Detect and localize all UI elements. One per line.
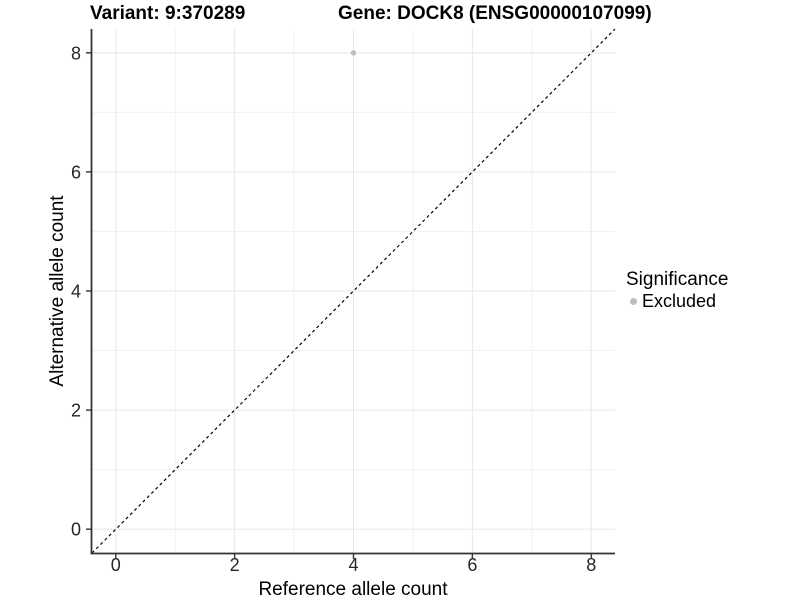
- legend-point-icon: [630, 297, 637, 305]
- x-tick-label: 8: [586, 555, 596, 575]
- major-gridlines: [92, 29, 615, 553]
- y-tick-label: 6: [71, 162, 81, 182]
- x-tick-label: 2: [230, 555, 240, 575]
- x-axis-title: Reference allele count: [258, 579, 448, 600]
- legend: Significance Excluded: [626, 269, 728, 311]
- x-tick-labels: 0 2 4 6 8: [111, 555, 596, 575]
- variant-title: Variant: 9:370289: [90, 3, 246, 24]
- data-points: [350, 50, 357, 56]
- legend-item-excluded: Excluded: [626, 291, 728, 311]
- x-tick-label: 4: [348, 555, 358, 575]
- data-point: [350, 50, 357, 56]
- y-tick-labels: 0 2 4 6 8: [71, 43, 81, 539]
- axis-lines: [90, 29, 615, 555]
- axis-tick-marks: [86, 52, 592, 559]
- legend-title: Significance: [626, 269, 729, 290]
- y-tick-label: 4: [71, 282, 81, 302]
- x-tick-label: 0: [111, 555, 121, 575]
- y-tick-label: 0: [71, 520, 81, 540]
- y-axis-title: Alternative allele count: [47, 195, 68, 387]
- gene-title: Gene: DOCK8 (ENSG00000107099): [338, 3, 652, 24]
- x-tick-label: 6: [467, 555, 477, 575]
- y-tick-label: 2: [71, 401, 81, 421]
- legend-item-label: Excluded: [642, 291, 717, 311]
- y-tick-label: 8: [71, 43, 81, 63]
